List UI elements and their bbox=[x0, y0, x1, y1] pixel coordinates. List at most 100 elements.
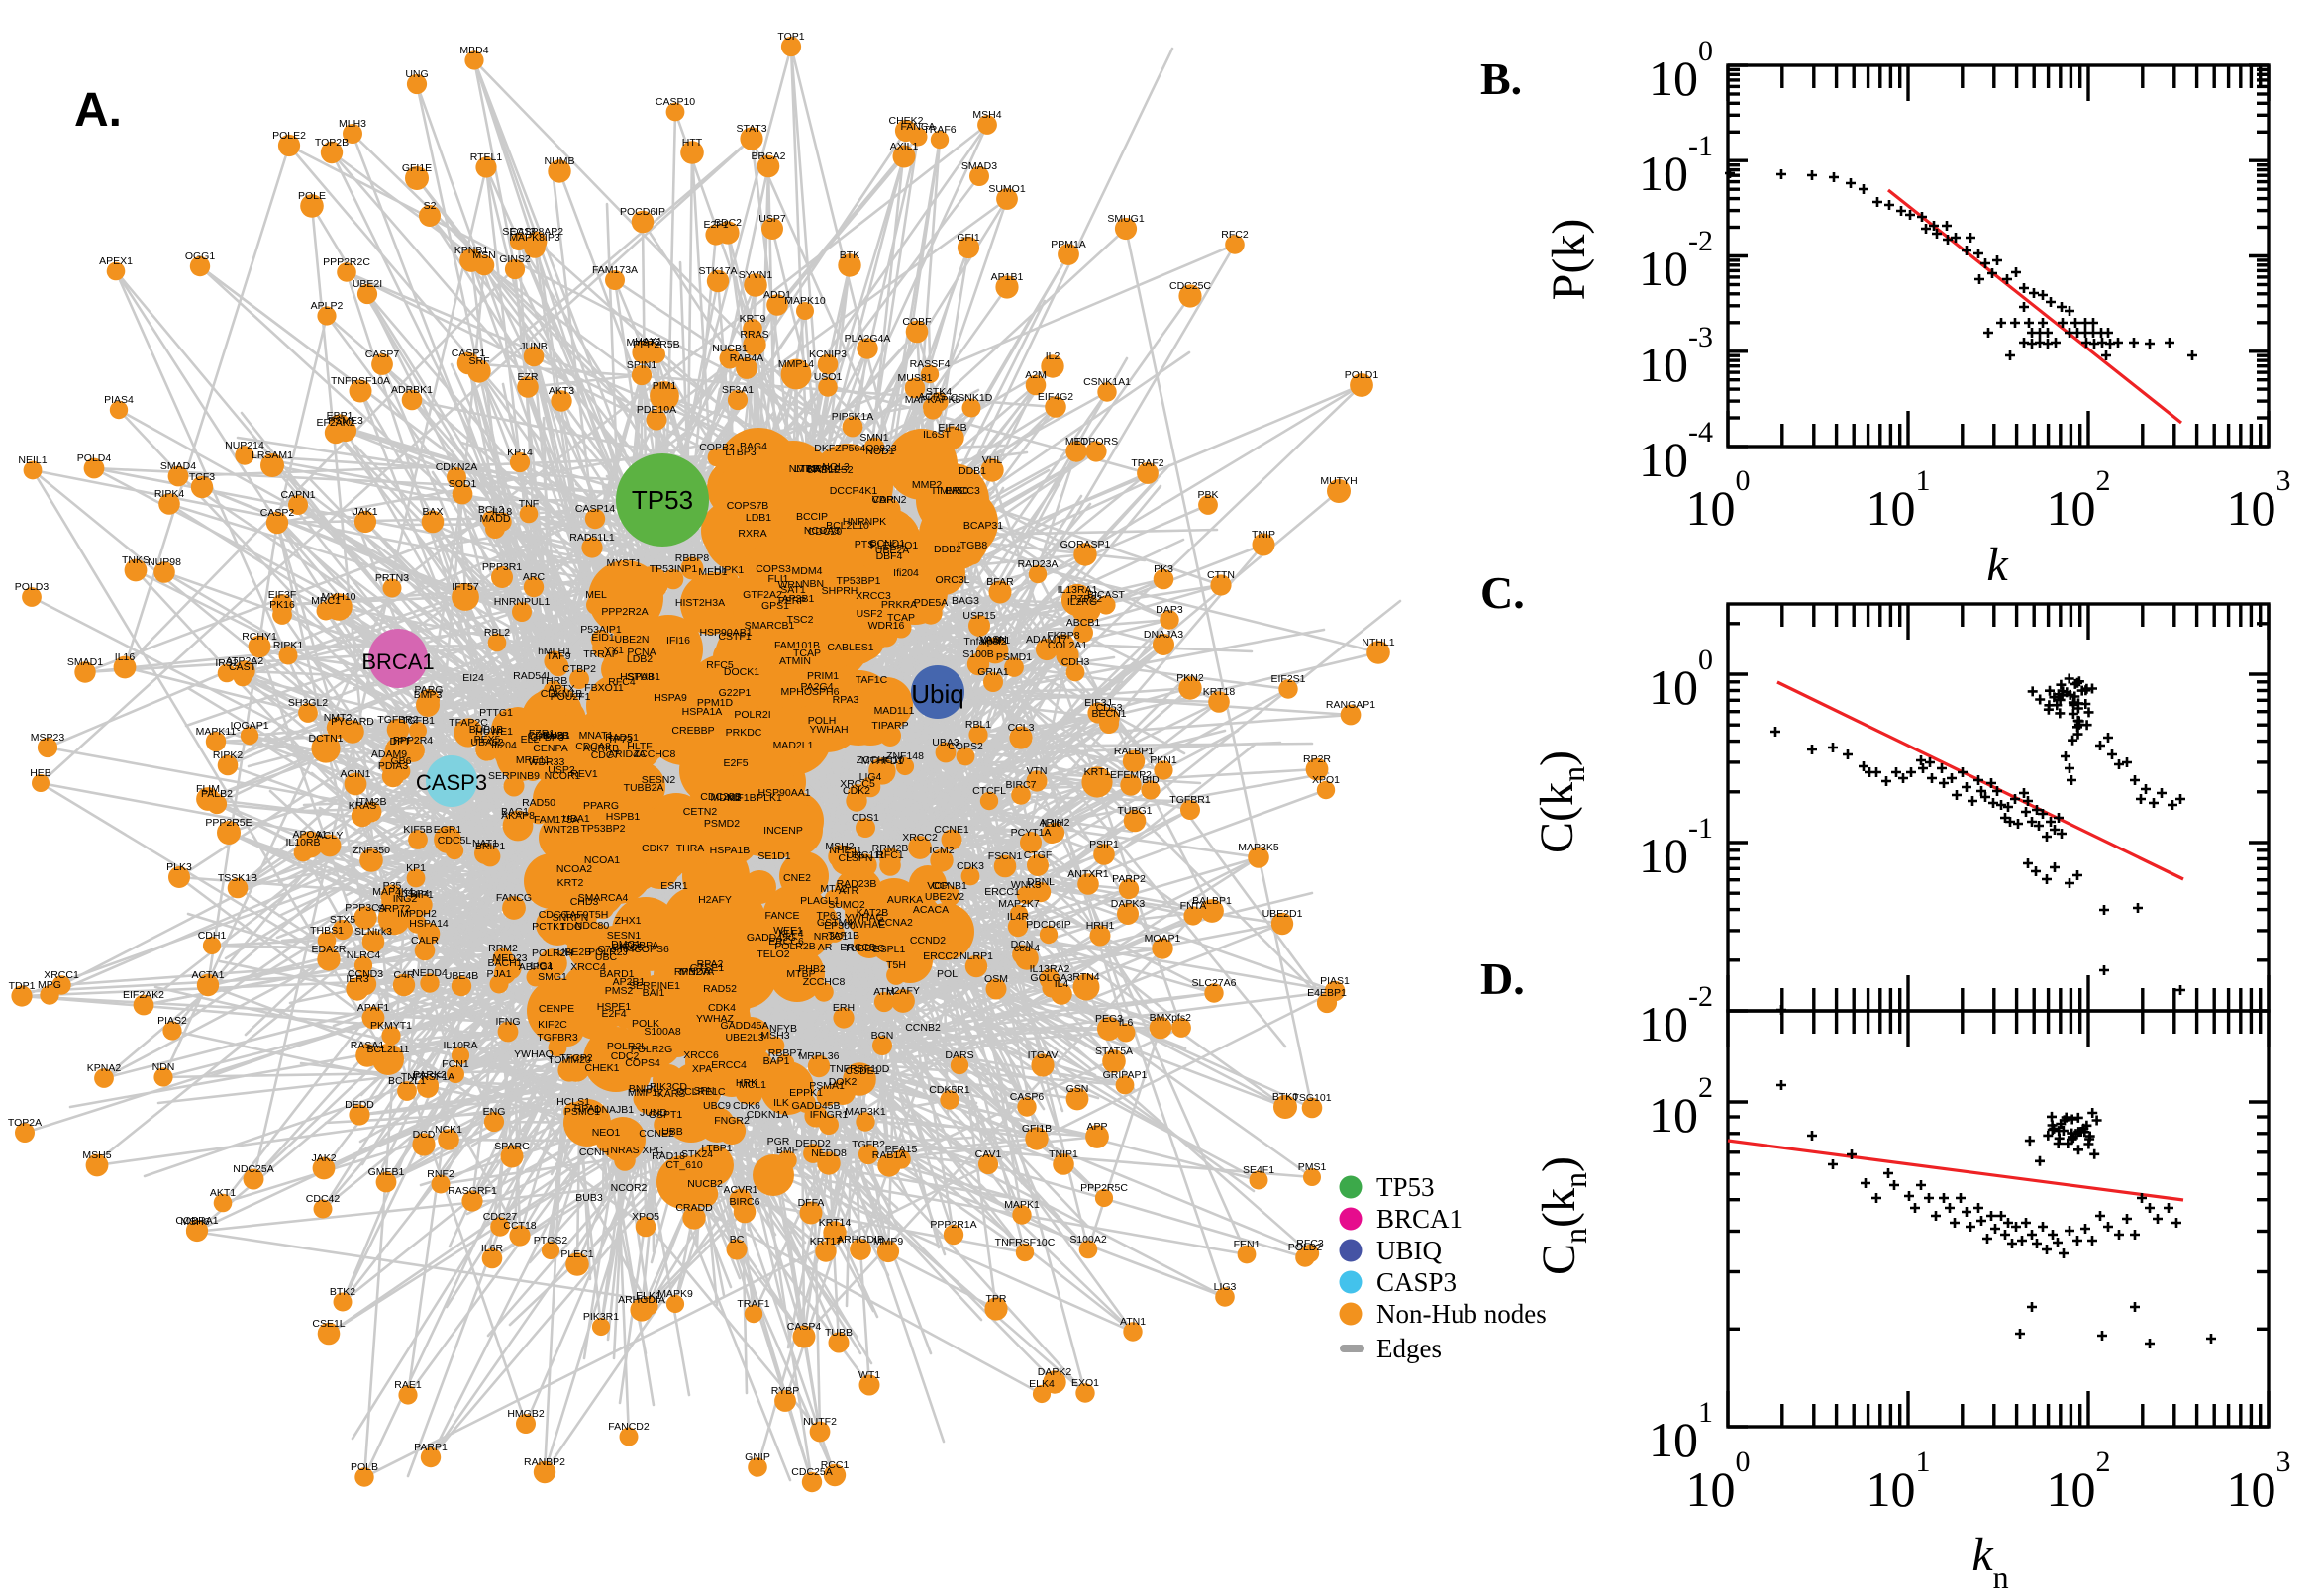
svg-text:CDKN2A: CDKN2A bbox=[436, 461, 478, 473]
svg-text:ESPL1: ESPL1 bbox=[873, 944, 906, 955]
svg-text:RNF2: RNF2 bbox=[427, 1168, 454, 1180]
svg-text:RTEL1: RTEL1 bbox=[470, 151, 503, 163]
svg-text:CTCFL: CTCFL bbox=[972, 785, 1006, 797]
svg-text:CDKN1A: CDKN1A bbox=[747, 1109, 789, 1121]
svg-text:NCOA2: NCOA2 bbox=[556, 863, 592, 875]
svg-text:SESN2: SESN2 bbox=[642, 774, 676, 786]
svg-text:FAM173A: FAM173A bbox=[592, 264, 638, 276]
svg-text:C4R: C4R bbox=[393, 969, 414, 981]
svg-text:INCENP: INCENP bbox=[763, 825, 803, 837]
svg-text:ACVR1: ACVR1 bbox=[723, 1184, 758, 1196]
svg-text:DEDD: DEDD bbox=[345, 1099, 374, 1111]
svg-text:APOA1: APOA1 bbox=[292, 829, 327, 841]
svg-text:FSCN1: FSCN1 bbox=[988, 850, 1023, 862]
svg-text:ADRBK1: ADRBK1 bbox=[391, 384, 433, 396]
svg-text:GFI1E: GFI1E bbox=[402, 162, 432, 174]
svg-text:DCTN1: DCTN1 bbox=[308, 733, 343, 745]
svg-text:CASP14: CASP14 bbox=[575, 503, 615, 515]
svg-text:RASSF4: RASSF4 bbox=[910, 358, 951, 370]
svg-text:YWHAZ: YWHAZ bbox=[696, 1013, 735, 1025]
svg-text:NDC25A: NDC25A bbox=[233, 1163, 273, 1175]
svg-text:DPT: DPT bbox=[390, 736, 412, 748]
svg-text:CASP2: CASP2 bbox=[260, 507, 295, 519]
svg-text:KRT17: KRT17 bbox=[810, 1236, 843, 1247]
svg-text:SRF: SRF bbox=[469, 355, 490, 367]
svg-text:TOP1: TOP1 bbox=[777, 31, 804, 43]
svg-text:TAF1B: TAF1B bbox=[828, 930, 859, 942]
svg-text:RASGRF1: RASGRF1 bbox=[448, 1185, 497, 1197]
svg-text:TCAP: TCAP bbox=[793, 648, 821, 659]
svg-text:NUMB: NUMB bbox=[545, 155, 575, 167]
svg-text:RXRA: RXRA bbox=[738, 528, 766, 540]
svg-text:GRIA1: GRIA1 bbox=[977, 666, 1009, 678]
svg-text:PLK3: PLK3 bbox=[166, 861, 192, 873]
svg-text:BAG1: BAG1 bbox=[501, 806, 529, 818]
svg-text:THBS1: THBS1 bbox=[310, 925, 344, 937]
svg-text:CETN2: CETN2 bbox=[683, 806, 718, 818]
svg-text:POLD3: POLD3 bbox=[15, 581, 50, 593]
svg-text:MUTYH: MUTYH bbox=[1320, 475, 1357, 487]
svg-text:PERP: PERP bbox=[778, 595, 807, 607]
svg-text:SF3A1: SF3A1 bbox=[722, 384, 754, 396]
svg-text:GMEB1: GMEB1 bbox=[368, 1166, 405, 1178]
svg-text:TOP2B: TOP2B bbox=[315, 137, 349, 149]
svg-text:BCAP31: BCAP31 bbox=[963, 520, 1003, 532]
svg-text:IL10RA: IL10RA bbox=[443, 1040, 477, 1051]
svg-text:KIF2C: KIF2C bbox=[538, 1019, 567, 1031]
svg-text:TAF1C: TAF1C bbox=[856, 674, 888, 686]
svg-text:NEIL1: NEIL1 bbox=[18, 454, 47, 466]
svg-text:BUB1B: BUB1B bbox=[469, 724, 503, 736]
svg-text:UBC9: UBC9 bbox=[703, 1100, 731, 1112]
svg-text:CRADD: CRADD bbox=[675, 1202, 713, 1214]
svg-text:VTN: VTN bbox=[1027, 765, 1048, 777]
svg-text:COPS3: COPS3 bbox=[756, 563, 791, 575]
svg-text:SYVN1: SYVN1 bbox=[739, 269, 773, 281]
svg-text:BFAR: BFAR bbox=[986, 576, 1014, 588]
svg-text:STUB1: STUB1 bbox=[627, 671, 660, 683]
svg-text:DNAJB1: DNAJB1 bbox=[594, 1104, 634, 1116]
svg-text:PMS1: PMS1 bbox=[1298, 1161, 1327, 1173]
svg-text:CCNE1: CCNE1 bbox=[934, 824, 969, 836]
svg-text:EPPK1: EPPK1 bbox=[789, 1087, 823, 1099]
svg-text:RASA1: RASA1 bbox=[351, 1040, 385, 1051]
svg-text:ACIN1: ACIN1 bbox=[341, 768, 371, 780]
svg-text:EZR: EZR bbox=[518, 371, 539, 383]
svg-text:MADD: MADD bbox=[480, 513, 511, 525]
svg-text:RANGAP1: RANGAP1 bbox=[1326, 699, 1375, 711]
svg-text:ARC: ARC bbox=[523, 571, 546, 583]
svg-text:MYST1: MYST1 bbox=[606, 557, 641, 569]
svg-text:ITGB8: ITGB8 bbox=[958, 540, 988, 551]
svg-text:SUMO1: SUMO1 bbox=[988, 183, 1026, 195]
svg-text:NCOR2: NCOR2 bbox=[611, 1182, 648, 1194]
svg-text:HSPA1B: HSPA1B bbox=[710, 845, 751, 856]
svg-text:CDCA8: CDCA8 bbox=[575, 741, 611, 752]
svg-text:EIF2S1: EIF2S1 bbox=[1270, 673, 1305, 685]
svg-text:GORASP1: GORASP1 bbox=[1060, 539, 1111, 550]
svg-text:UBE2A: UBE2A bbox=[875, 545, 909, 556]
svg-text:BCCIP: BCCIP bbox=[796, 511, 828, 523]
svg-text:DARS: DARS bbox=[945, 1049, 973, 1061]
svg-text:HSPA14: HSPA14 bbox=[409, 918, 449, 930]
svg-text:Non-Hub nodes: Non-Hub nodes bbox=[1376, 1299, 1547, 1329]
svg-text:FNGR2: FNGR2 bbox=[714, 1115, 750, 1127]
svg-text:POLD1: POLD1 bbox=[1345, 369, 1379, 381]
svg-text:IFNG: IFNG bbox=[495, 1016, 520, 1028]
svg-text:EIF3J: EIF3J bbox=[1084, 697, 1111, 709]
svg-text:CREBBP: CREBBP bbox=[671, 725, 714, 737]
svg-text:WDR33: WDR33 bbox=[529, 756, 565, 768]
svg-text:USP7: USP7 bbox=[758, 213, 786, 225]
svg-text:CASP4: CASP4 bbox=[787, 1321, 822, 1333]
svg-text:BMX: BMX bbox=[1150, 1012, 1172, 1024]
svg-text:TGFB2: TGFB2 bbox=[852, 1139, 885, 1150]
svg-text:NUCB2: NUCB2 bbox=[687, 1178, 723, 1190]
svg-text:APAF1: APAF1 bbox=[357, 1002, 390, 1014]
svg-text:S100B: S100B bbox=[962, 648, 994, 660]
svg-text:NUTF2: NUTF2 bbox=[803, 1416, 837, 1428]
svg-text:RCC1: RCC1 bbox=[821, 1459, 850, 1471]
svg-text:LIG1: LIG1 bbox=[531, 960, 554, 972]
svg-text:KIF5B: KIF5B bbox=[403, 824, 432, 836]
svg-text:PSMD1: PSMD1 bbox=[996, 651, 1032, 663]
svg-text:AXIL1: AXIL1 bbox=[890, 141, 919, 152]
svg-text:SFN: SFN bbox=[694, 1085, 715, 1097]
svg-text:NRAS: NRAS bbox=[610, 1145, 639, 1156]
